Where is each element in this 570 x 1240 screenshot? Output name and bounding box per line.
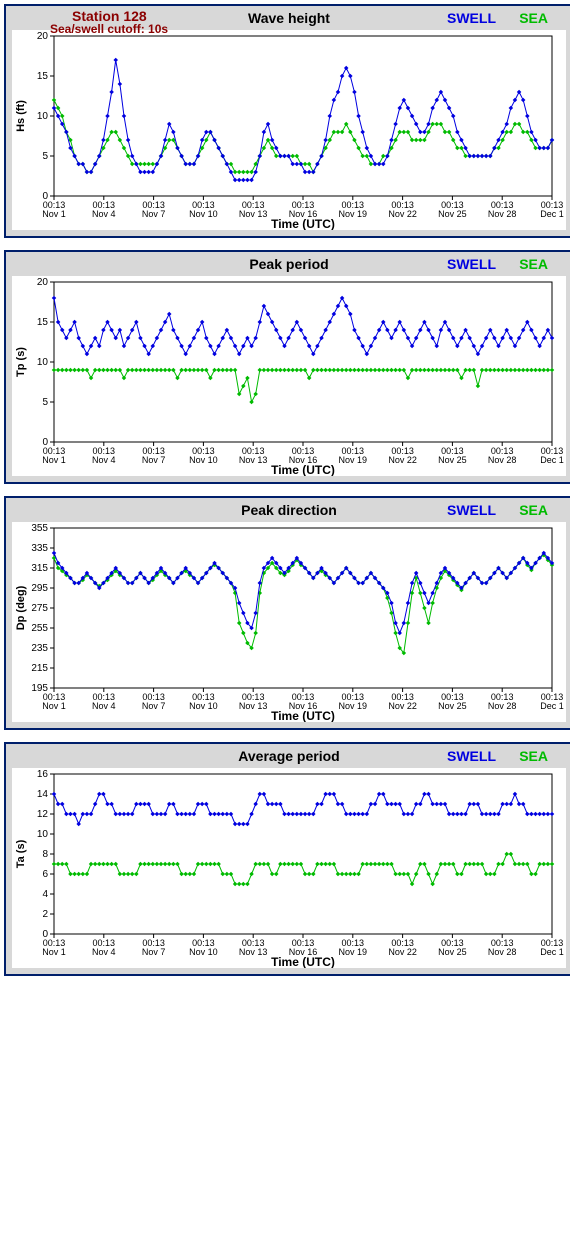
svg-text:Nov 25: Nov 25: [438, 209, 467, 219]
svg-text:Nov 4: Nov 4: [92, 209, 116, 219]
chart-plot: 0246810121416Ta (s)00:13Nov 100:13Nov 40…: [12, 768, 566, 968]
legend-swell: SWELL: [447, 748, 496, 764]
svg-text:Nov 22: Nov 22: [388, 947, 417, 957]
svg-text:8: 8: [42, 849, 48, 860]
svg-text:20: 20: [37, 31, 49, 42]
svg-text:Nov 13: Nov 13: [239, 455, 268, 465]
chart-plot: 05101520Hs (ft)00:13Nov 100:13Nov 400:13…: [12, 30, 566, 230]
svg-text:Nov 10: Nov 10: [189, 209, 218, 219]
svg-text:5: 5: [42, 397, 48, 408]
svg-text:275: 275: [31, 603, 48, 614]
svg-text:Nov 7: Nov 7: [142, 209, 166, 219]
svg-text:20: 20: [37, 277, 49, 288]
panel-header: Peak period SWELL SEA: [12, 256, 566, 276]
svg-text:4: 4: [42, 889, 48, 900]
svg-text:315: 315: [31, 563, 48, 574]
x-axis-label: Time (UTC): [271, 217, 335, 230]
legend-swell: SWELL: [447, 10, 496, 26]
svg-text:335: 335: [31, 543, 48, 554]
svg-text:Nov 19: Nov 19: [339, 701, 368, 711]
svg-text:15: 15: [37, 71, 49, 82]
chart-panel: Average periodSWELLSEA0246810121416Ta (s…: [4, 742, 570, 976]
svg-text:Nov 7: Nov 7: [142, 701, 166, 711]
svg-text:Dec 1: Dec 1: [540, 209, 564, 219]
svg-text:Nov 1: Nov 1: [42, 455, 66, 465]
legend-swell: SWELL: [447, 256, 496, 272]
legend-sea: SEA: [519, 256, 548, 272]
panel-title: Average period: [238, 748, 339, 764]
panel-title: Peak direction: [241, 502, 337, 518]
svg-text:235: 235: [31, 643, 48, 654]
chart-panel: Peak periodSWELLSEA05101520Tp (s)00:13No…: [4, 250, 570, 484]
svg-text:Nov 19: Nov 19: [339, 209, 368, 219]
svg-text:Nov 10: Nov 10: [189, 455, 218, 465]
panel-title: Peak period: [249, 256, 328, 272]
chart-panel: Station 128Sea/swell cutoff: 10sWave hei…: [4, 4, 570, 238]
svg-text:Nov 13: Nov 13: [239, 701, 268, 711]
svg-text:Nov 13: Nov 13: [239, 947, 268, 957]
chart-plot: 05101520Tp (s)00:13Nov 100:13Nov 400:13N…: [12, 276, 566, 476]
legend-sea: SEA: [519, 502, 548, 518]
svg-text:10: 10: [37, 111, 49, 122]
svg-text:Nov 25: Nov 25: [438, 455, 467, 465]
svg-text:6: 6: [42, 869, 48, 880]
svg-text:Nov 25: Nov 25: [438, 701, 467, 711]
svg-text:Nov 28: Nov 28: [488, 209, 517, 219]
svg-text:10: 10: [37, 357, 49, 368]
y-axis-label: Hs (ft): [15, 100, 27, 132]
svg-text:2: 2: [42, 909, 48, 920]
svg-text:Dec 1: Dec 1: [540, 455, 564, 465]
panel-header: Station 128Sea/swell cutoff: 10sWave hei…: [12, 10, 566, 30]
cutoff-label: Sea/swell cutoff: 10s: [50, 22, 168, 36]
svg-text:12: 12: [37, 809, 49, 820]
chart-panel: Peak directionSWELLSEA195215235255275295…: [4, 496, 570, 730]
svg-text:Nov 28: Nov 28: [488, 455, 517, 465]
svg-text:Nov 4: Nov 4: [92, 455, 116, 465]
panel-header: Peak direction SWELL SEA: [12, 502, 566, 522]
svg-text:Nov 19: Nov 19: [339, 947, 368, 957]
svg-text:Nov 1: Nov 1: [42, 947, 66, 957]
svg-text:295: 295: [31, 583, 48, 594]
panel-header: Average period SWELL SEA: [12, 748, 566, 768]
svg-text:Nov 22: Nov 22: [388, 701, 417, 711]
svg-text:Nov 19: Nov 19: [339, 455, 368, 465]
svg-text:Nov 1: Nov 1: [42, 701, 66, 711]
x-axis-label: Time (UTC): [271, 709, 335, 722]
svg-text:Nov 28: Nov 28: [488, 947, 517, 957]
svg-text:Dec 1: Dec 1: [540, 701, 564, 711]
y-axis-label: Tp (s): [15, 347, 27, 377]
svg-text:5: 5: [42, 151, 48, 162]
svg-text:Nov 4: Nov 4: [92, 701, 116, 711]
svg-text:Dec 1: Dec 1: [540, 947, 564, 957]
panel-title: Wave height: [248, 10, 330, 26]
chart-plot: 195215235255275295315335355Dp (deg)00:13…: [12, 522, 566, 722]
svg-text:10: 10: [37, 829, 49, 840]
x-axis-label: Time (UTC): [271, 463, 335, 476]
svg-text:Nov 10: Nov 10: [189, 947, 218, 957]
svg-text:Nov 7: Nov 7: [142, 455, 166, 465]
svg-text:Nov 4: Nov 4: [92, 947, 116, 957]
y-axis-label: Ta (s): [15, 839, 27, 868]
svg-text:255: 255: [31, 623, 48, 634]
svg-text:215: 215: [31, 663, 48, 674]
svg-text:Nov 22: Nov 22: [388, 455, 417, 465]
svg-text:355: 355: [31, 523, 48, 534]
svg-text:15: 15: [37, 317, 49, 328]
svg-text:16: 16: [37, 769, 49, 780]
svg-text:Nov 25: Nov 25: [438, 947, 467, 957]
svg-text:Nov 28: Nov 28: [488, 701, 517, 711]
svg-text:14: 14: [37, 789, 49, 800]
y-axis-label: Dp (deg): [15, 585, 27, 630]
svg-text:Nov 22: Nov 22: [388, 209, 417, 219]
svg-text:Nov 7: Nov 7: [142, 947, 166, 957]
svg-text:Nov 1: Nov 1: [42, 209, 66, 219]
legend-sea: SEA: [519, 10, 548, 26]
legend-sea: SEA: [519, 748, 548, 764]
svg-text:Nov 13: Nov 13: [239, 209, 268, 219]
legend-swell: SWELL: [447, 502, 496, 518]
x-axis-label: Time (UTC): [271, 955, 335, 968]
svg-text:Nov 10: Nov 10: [189, 701, 218, 711]
